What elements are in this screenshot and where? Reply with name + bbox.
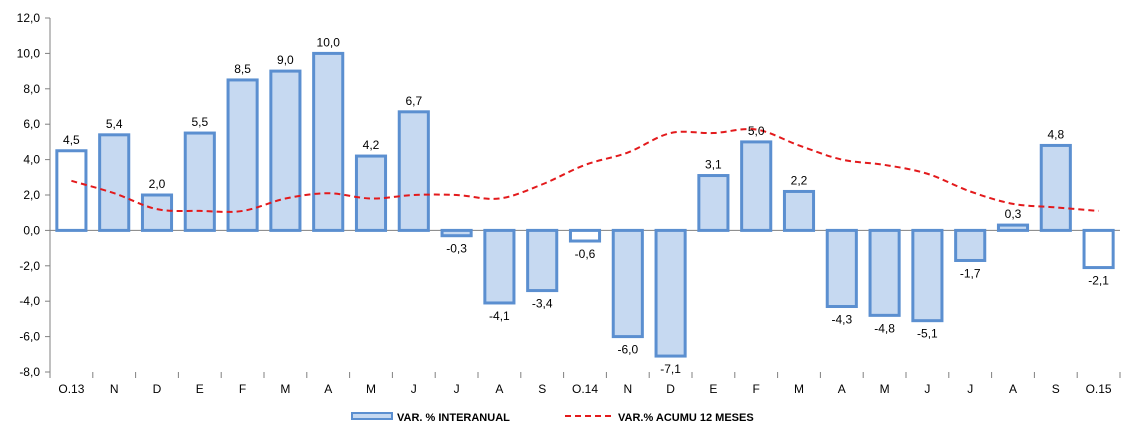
line-series-path [71, 128, 1099, 213]
bar [868, 228, 901, 317]
x-tick-label: M [280, 382, 290, 396]
data-label: -4,1 [489, 309, 510, 323]
data-label: 0,3 [1005, 207, 1022, 221]
bar [611, 228, 644, 339]
data-label: -5,1 [917, 327, 938, 341]
x-tick-label: J [411, 382, 417, 396]
x-tick-label: O.13 [58, 382, 84, 396]
bar [140, 193, 174, 232]
bar [1082, 228, 1115, 270]
bar-series [55, 51, 1115, 358]
data-label: 8,5 [234, 62, 251, 76]
data-label: 5,0 [748, 124, 765, 138]
x-tick-label: E [196, 382, 204, 396]
x-tick-label: F [239, 382, 246, 396]
y-tick-label: 8,0 [23, 82, 40, 96]
data-label: -1,7 [960, 266, 981, 280]
y-tick-label: 0,0 [23, 223, 40, 237]
bar [440, 228, 473, 238]
y-tick-label: 2,0 [23, 188, 40, 202]
bar [397, 110, 430, 232]
data-label: 5,5 [191, 115, 208, 129]
line-series [71, 128, 1099, 213]
legend-swatch-bar [351, 412, 393, 420]
x-tick-label: M [880, 382, 890, 396]
bar [697, 174, 730, 232]
bar [98, 133, 131, 232]
legend: VAR. % INTERANUAL VAR.% ACUMU 12 MESES [351, 412, 754, 424]
x-tick-label: D [666, 382, 675, 396]
y-tick-label: -8,0 [19, 365, 40, 379]
data-label: 2,0 [149, 177, 166, 191]
y-tick-label: -2,0 [19, 259, 40, 273]
bar [226, 78, 259, 232]
x-tick-label: O.14 [572, 382, 598, 396]
bar [740, 140, 773, 232]
x-tick-labels: O.13 N D E F M A M J J A S O.14 N D E F M A M J J A S O.15 [58, 382, 1112, 396]
x-tick-label: S [538, 382, 546, 396]
data-label: -0,6 [575, 247, 596, 261]
bar [183, 131, 216, 232]
x-tick-label: M [366, 382, 376, 396]
y-tick-label: 6,0 [23, 117, 40, 131]
x-tick-label: J [454, 382, 460, 396]
x-tick-label: J [924, 382, 930, 396]
bar [526, 228, 559, 293]
data-label: 10,0 [317, 35, 341, 49]
bar [269, 69, 302, 232]
bar [1039, 143, 1072, 232]
x-tick-label: E [709, 382, 717, 396]
data-label: -4,8 [874, 321, 895, 335]
data-label: 3,1 [705, 158, 722, 172]
bar [911, 228, 944, 323]
data-label: 4,8 [1047, 127, 1064, 141]
data-label: -6,0 [617, 343, 638, 357]
x-tick-label: J [967, 382, 973, 396]
data-label: -2,1 [1088, 274, 1109, 288]
legend-label-line: VAR.% ACUMU 12 MESES [618, 412, 754, 424]
y-tick-label: 4,0 [23, 153, 40, 167]
data-label: 5,4 [106, 117, 123, 131]
bar [483, 228, 516, 305]
x-tick-label: A [495, 382, 503, 396]
data-label: -4,3 [831, 313, 852, 327]
data-label: 4,5 [63, 133, 80, 147]
data-label: 2,2 [791, 173, 808, 187]
data-label: -3,4 [532, 297, 553, 311]
y-tick-label: -6,0 [19, 330, 40, 344]
x-tick-label: D [153, 382, 162, 396]
y-tick-labels: -8,0 -6,0 -4,0 -2,0 0,0 2,0 4,0 6,0 8,0 10,0 12,0 [17, 11, 41, 379]
bar [954, 228, 987, 262]
data-labels: 4,5 5,4 2,0 5,5 8,5 9,0 10,0 4,2 6,7 -0,3 -4,1 -3,4… [63, 35, 1109, 376]
x-tick-label: A [838, 382, 846, 396]
x-tick-label: N [623, 382, 632, 396]
x-tick-label: A [324, 382, 332, 396]
bar [354, 154, 388, 232]
bar [782, 189, 816, 232]
data-label: 6,7 [405, 94, 422, 108]
data-label: -0,3 [446, 242, 467, 256]
bar [996, 223, 1030, 232]
x-tick-label: S [1052, 382, 1060, 396]
x-tick-label: N [110, 382, 119, 396]
bar [568, 228, 602, 243]
data-label: 9,0 [277, 53, 294, 67]
legend-label-bar: VAR. % INTERANUAL [397, 412, 510, 424]
data-label: 4,2 [363, 138, 380, 152]
y-tick-label: 10,0 [17, 46, 41, 60]
bar [654, 228, 687, 358]
x-tick-label: M [794, 382, 804, 396]
bar [312, 51, 345, 232]
y-tick-label: 12,0 [17, 11, 41, 25]
bar [55, 149, 88, 232]
bar [825, 228, 858, 309]
x-tick-label: A [1009, 382, 1017, 396]
y-tick-label: -4,0 [19, 294, 40, 308]
x-tick-label: O.15 [1086, 382, 1112, 396]
data-label: -7,1 [660, 362, 681, 376]
x-tick-label: F [753, 382, 760, 396]
